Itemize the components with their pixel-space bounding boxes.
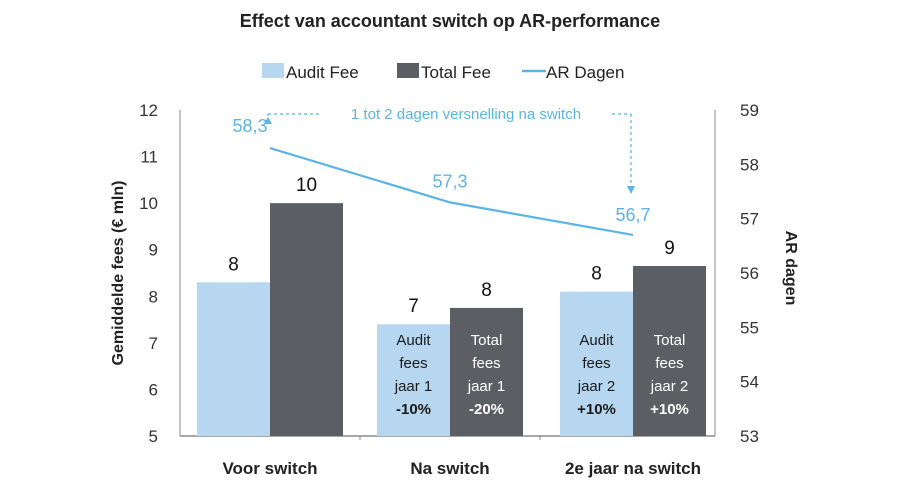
bar-data-label: 8 bbox=[591, 264, 602, 285]
legend-label-2: AR Dagen bbox=[546, 63, 624, 82]
x-category-label: Na switch bbox=[410, 459, 489, 478]
legend-swatch-1 bbox=[397, 63, 419, 78]
y2-tick-label: 57 bbox=[740, 210, 759, 229]
legend-label-0: Audit Fee bbox=[286, 63, 359, 82]
line-data-label: 57,3 bbox=[432, 171, 467, 191]
bar-audit-fee bbox=[197, 282, 270, 436]
line-ar-dagen bbox=[269, 146, 634, 237]
bar-annotation-text: jaar 2 bbox=[650, 378, 689, 395]
y-tick-label: 6 bbox=[149, 380, 158, 399]
callout-arrowhead bbox=[627, 186, 635, 194]
y2-axis-title: AR dagen bbox=[782, 231, 799, 306]
y-tick-label: 9 bbox=[149, 241, 158, 260]
bar-annotation-text: Total bbox=[471, 332, 503, 349]
y2-tick-label: 55 bbox=[740, 318, 759, 337]
line-data-label: 58,3 bbox=[232, 116, 267, 136]
line-data-label: 56,7 bbox=[615, 205, 650, 225]
bar-annotation-text: Audit bbox=[579, 332, 614, 349]
bar-annotation-change: -20% bbox=[469, 401, 504, 418]
bar-total-fee bbox=[633, 266, 706, 436]
bar-annotation-text: jaar 1 bbox=[394, 378, 433, 395]
bar-annotation-text: Audit bbox=[396, 332, 431, 349]
y2-tick-label: 53 bbox=[740, 427, 759, 446]
y-tick-label: 5 bbox=[149, 427, 158, 446]
y2-tick-label: 54 bbox=[740, 373, 759, 392]
y-tick-label: 10 bbox=[139, 194, 158, 213]
bar-annotation-text: jaar 1 bbox=[467, 378, 506, 395]
bar-annotation-text: fees bbox=[399, 355, 427, 372]
x-category-label: Voor switch bbox=[222, 459, 317, 478]
y-tick-label: 11 bbox=[140, 148, 158, 167]
chart-title: Effect van accountant switch op AR-perfo… bbox=[240, 11, 660, 31]
bar-data-label: 8 bbox=[228, 254, 239, 275]
bar-data-label: 10 bbox=[296, 175, 317, 196]
bar-data-label: 9 bbox=[664, 238, 675, 259]
bar-annotation-text: fees bbox=[582, 355, 610, 372]
y2-tick-label: 59 bbox=[740, 101, 759, 120]
bar-total-fee bbox=[270, 203, 343, 436]
bar-audit-fee bbox=[560, 291, 633, 436]
y-tick-label: 12 bbox=[139, 101, 158, 120]
bar-data-label: 7 bbox=[408, 296, 419, 317]
bar-annotation-change: +10% bbox=[577, 401, 616, 418]
bar-audit-fee bbox=[377, 324, 450, 436]
callout-text: 1 tot 2 dagen versnelling na switch bbox=[351, 106, 581, 123]
x-category-label: 2e jaar na switch bbox=[565, 459, 701, 478]
legend-swatch-0 bbox=[262, 63, 284, 78]
bar-annotation-text: jaar 2 bbox=[577, 378, 616, 395]
y-tick-label: 8 bbox=[149, 287, 158, 306]
bar-annotation-text: fees bbox=[472, 355, 500, 372]
legend-label-1: Total Fee bbox=[421, 63, 491, 82]
bar-annotation-text: fees bbox=[655, 355, 683, 372]
bar-data-label: 8 bbox=[481, 280, 492, 301]
bar-annotation-change: +10% bbox=[650, 401, 689, 418]
y-tick-label: 7 bbox=[149, 334, 158, 353]
y-axis-title: Gemiddelde fees (€ mln) bbox=[110, 181, 127, 366]
y2-tick-label: 58 bbox=[740, 155, 759, 174]
bar-annotation-change: -10% bbox=[396, 401, 431, 418]
bar-total-fee bbox=[450, 307, 523, 436]
bar-annotation-text: Total bbox=[654, 332, 686, 349]
y2-tick-label: 56 bbox=[740, 264, 759, 283]
callout-arrowhead-start bbox=[264, 117, 272, 124]
